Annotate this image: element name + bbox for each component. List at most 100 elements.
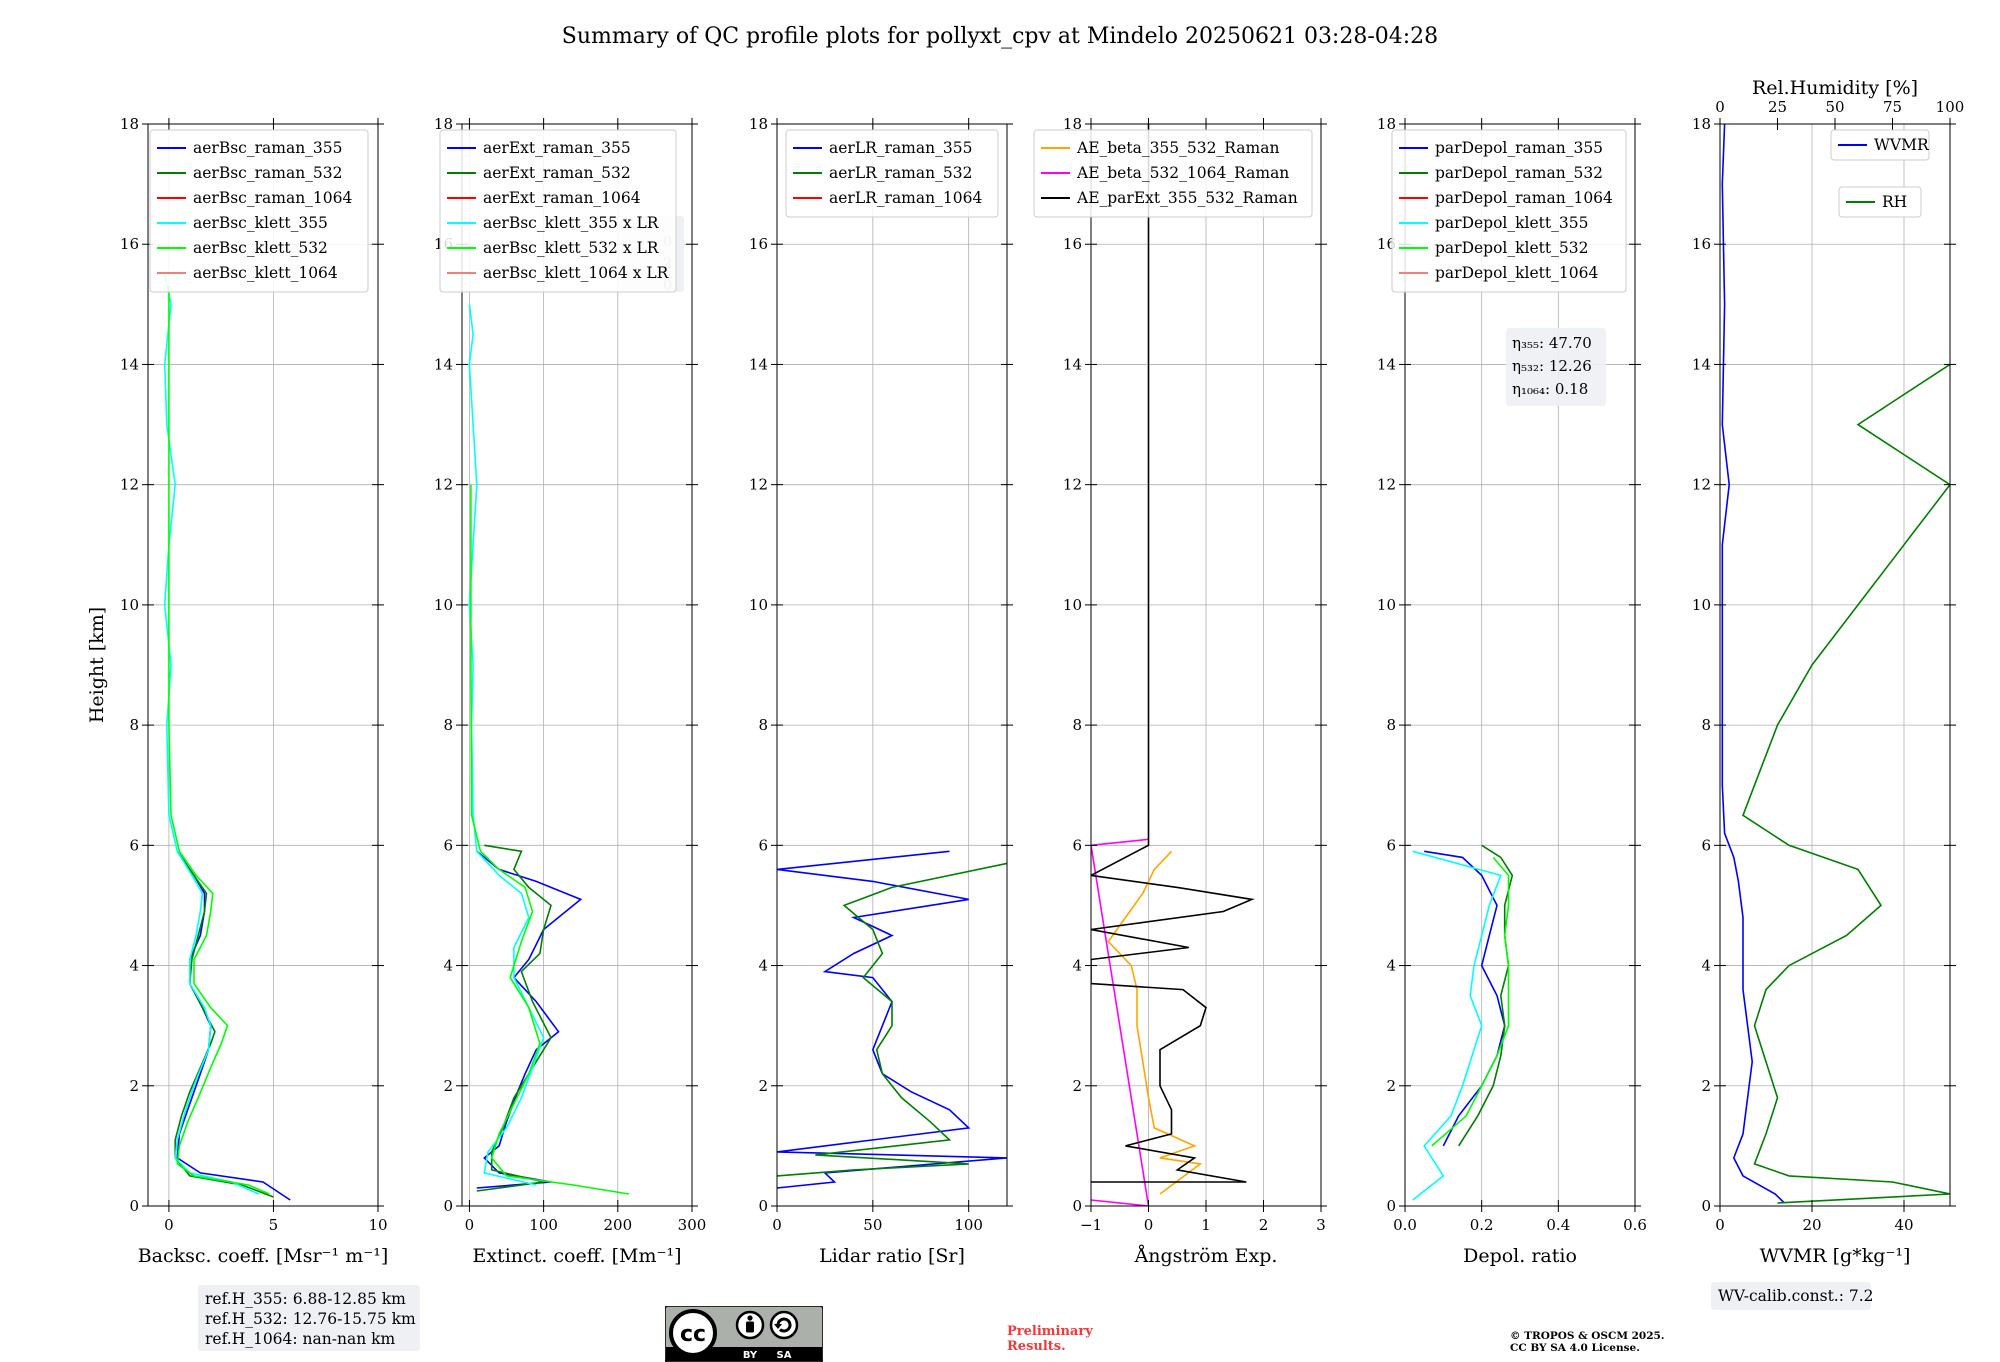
y-tick-label: 4 (758, 957, 768, 975)
x-tick-label: 20 (1802, 1216, 1821, 1234)
y-tick-label: 8 (758, 716, 768, 734)
x-axis-label: Ångström Exp. (1134, 1245, 1278, 1267)
legend-box (785, 129, 999, 218)
top-axis-label: Rel.Humidity [%] (1752, 77, 1918, 99)
legend-label: aerBsc_raman_355 (193, 139, 343, 157)
y-tick-label: 2 (129, 1077, 139, 1095)
legend-label: aerBsc_raman_1064 (193, 189, 353, 207)
y-tick-label: 12 (1377, 476, 1396, 494)
x-axis-label: Lidar ratio [Sr] (819, 1245, 965, 1267)
y-tick-label: 10 (749, 596, 768, 614)
y-tick-label: 0 (443, 1197, 453, 1215)
y-tick-label: 8 (1386, 716, 1396, 734)
cc-by-label: BY (743, 1350, 758, 1361)
legend-box (439, 129, 677, 293)
y-tick-label: 10 (120, 596, 139, 614)
y-tick-label: 12 (120, 476, 139, 494)
preliminary-line-1: Preliminary (1007, 1324, 1093, 1339)
y-tick-label: 10 (1063, 596, 1082, 614)
legend-label: AE_beta_532_1064_Raman (1076, 164, 1289, 182)
y-axis-label: Height [km] (86, 607, 108, 723)
legend-RH: RH (1838, 186, 1922, 218)
y-tick-label: 10 (1377, 596, 1396, 614)
legend: parDepol_raman_355 parDepol_raman_532 parD… (1391, 129, 1627, 293)
y-tick-label: 6 (129, 836, 139, 854)
eta-annotation-text: η₃₅₅: 47.70 (1512, 334, 1592, 352)
top-x-tick-label: 75 (1883, 98, 1902, 116)
y-tick-label: 16 (120, 235, 139, 253)
cc-mark: cc (680, 1322, 706, 1347)
y-tick-label: 2 (1386, 1077, 1396, 1095)
copyright-note: © TROPOS & OSCM 2025. CC BY SA 4.0 Licen… (1510, 1330, 1665, 1354)
legend-label: aerLR_raman_532 (829, 164, 972, 182)
y-tick-label: 18 (1063, 115, 1082, 133)
y-tick-label: 2 (758, 1077, 768, 1095)
y-tick-label: 14 (434, 355, 453, 373)
x-tick-label: 300 (678, 1216, 707, 1234)
legend: aerBsc_raman_355 aerBsc_raman_532 aerBsc_r… (149, 129, 369, 293)
x-tick-label: −1 (1080, 1216, 1102, 1234)
y-tick-label: 10 (434, 596, 453, 614)
y-tick-label: 6 (1701, 836, 1711, 854)
top-x-tick-label: 0 (1715, 98, 1725, 116)
x-tick-label: 0.2 (1470, 1216, 1494, 1234)
y-tick-label: 4 (443, 957, 453, 975)
plot-frame (1719, 123, 1951, 1207)
series-line-aerBsc_klett_355 (163, 274, 260, 1195)
panel-1: 0 2 4 6 8 10 12 14 16 18 0 5 10 Backsc. coeff. [Msr⁻¹… (86, 115, 388, 1267)
y-tick-label: 0 (1386, 1197, 1396, 1215)
series-line-AE_beta_532_1064_Raman (1091, 838, 1150, 1206)
series-line-aerBsc_klett_532 x LR (470, 484, 630, 1195)
legend: aerLR_raman_355 aerLR_raman_532 aerLR_rama… (785, 129, 999, 218)
y-tick-label: 12 (749, 476, 768, 494)
y-tick-label: 4 (1386, 957, 1396, 975)
y-tick-label: 10 (1692, 596, 1711, 614)
legend-label: AE_parExt_355_532_Raman (1076, 189, 1298, 207)
y-tick-label: 14 (1063, 355, 1082, 373)
x-tick-label: 100 (954, 1216, 983, 1234)
legend-box (1033, 129, 1313, 218)
y-tick-label: 18 (120, 115, 139, 133)
series-line-aerExt_raman_532 (476, 844, 552, 1192)
series-line-parDepol_raman_532 (1458, 844, 1514, 1147)
y-tick-label: 16 (749, 235, 768, 253)
legend-label: parDepol_raman_532 (1435, 164, 1603, 182)
cc-sa-label: SA (777, 1350, 792, 1361)
legend-label: parDepol_klett_532 (1435, 239, 1588, 257)
legend: AE_beta_355_532_Raman AE_beta_532_1064_Ra… (1033, 129, 1313, 218)
legend-label: aerBsc_klett_532 (193, 239, 328, 257)
x-tick-label: 5 (269, 1216, 279, 1234)
series-line-aerBsc_klett_355 x LR (468, 304, 545, 1186)
y-tick-label: 8 (443, 716, 453, 734)
legend-label: aerBsc_klett_1064 (193, 264, 338, 282)
legend-box (149, 129, 369, 293)
legend-WVMR: WVMR (1830, 129, 1930, 161)
y-tick-label: 4 (1072, 957, 1082, 975)
copyright-line-1: © TROPOS & OSCM 2025. (1510, 1330, 1665, 1342)
legend-box (1830, 129, 1930, 161)
legend-label: aerLR_raman_355 (829, 139, 972, 157)
legend-label: aerExt_raman_532 (483, 164, 631, 182)
legend-label: aerBsc_klett_355 x LR (483, 214, 660, 232)
legend-box (1838, 186, 1922, 218)
series-line-parDepol_raman_355 (1424, 850, 1506, 1147)
x-tick-label: 0.0 (1393, 1216, 1417, 1234)
plot-frame (147, 123, 379, 1207)
y-tick-label: 18 (434, 115, 453, 133)
panel-2: 0246810121416180100200300Extinct. coeff.… (434, 115, 706, 1267)
legend-label: WVMR (1874, 136, 1930, 154)
x-axis-label: WVMR [g*kg⁻¹] (1760, 1245, 1911, 1267)
legend-label: aerBsc_klett_1064 x LR (483, 264, 670, 282)
x-axis-label: Backsc. coeff. [Msr⁻¹ m⁻¹] (138, 1245, 389, 1267)
y-tick-label: 14 (1692, 355, 1711, 373)
legend-label: parDepol_klett_355 (1435, 214, 1588, 232)
x-tick-label: 0 (164, 1216, 174, 1234)
x-tick-label: 1 (1201, 1216, 1211, 1234)
y-tick-label: 2 (1701, 1077, 1711, 1095)
legend-label: aerBsc_raman_532 (193, 164, 343, 182)
y-tick-label: 16 (1377, 235, 1396, 253)
ref-height-355: ref.H_355: 6.88-12.85 km (205, 1290, 406, 1308)
x-tick-label: 0 (772, 1216, 782, 1234)
